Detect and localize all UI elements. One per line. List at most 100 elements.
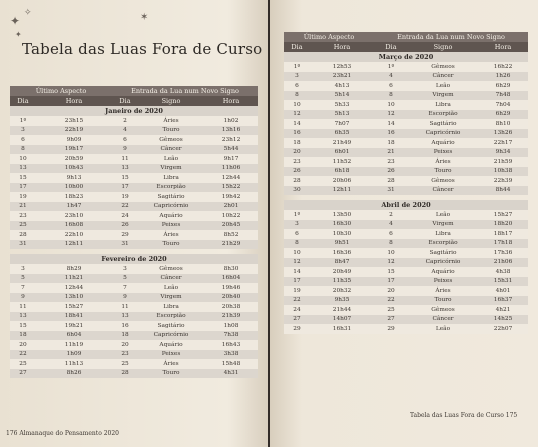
- table-row: 11 15h27 11 Libra 20h38: [10, 302, 259, 312]
- last-aspect-day: 18: [10, 330, 36, 340]
- header-day: Dia: [284, 42, 310, 52]
- last-aspect-hour: 19h21: [36, 321, 113, 331]
- entry-day: 15: [112, 173, 139, 183]
- entry-day: 7: [112, 283, 139, 293]
- last-aspect-day: 27: [284, 314, 310, 324]
- last-aspect-hour: 21h49: [310, 138, 375, 148]
- entry-sign: Áries: [138, 230, 205, 240]
- entry-hour: 22h07: [478, 324, 529, 334]
- entry-sign: Virgem: [138, 292, 205, 302]
- entry-sign: Câncer: [408, 314, 479, 324]
- entry-sign: Gêmeos: [138, 264, 205, 274]
- table-row: 6 9h09 6 Gêmeos 23h12: [10, 135, 259, 145]
- entry-hour: 21h29: [204, 239, 259, 249]
- month-row: Abril de 2020: [284, 200, 529, 210]
- table-body: Março de 2020 1º 12h53 1º Gêmeos 16h22 3 23h21 4…: [284, 52, 529, 334]
- table-row: 8 9h51 8 Escorpião 17h18: [284, 238, 529, 248]
- table-row: 6 10h30 6 Libra 18h17: [284, 229, 529, 239]
- entry-hour: 8h44: [478, 185, 529, 195]
- last-aspect-day: 24: [284, 305, 310, 315]
- last-aspect-hour: 12h53: [310, 62, 375, 72]
- table-row: 1º 13h50 2 Leão 15h27: [284, 210, 529, 220]
- table-row: 23 23h10 24 Aquário 10h22: [10, 211, 259, 221]
- entry-day: 14: [374, 119, 409, 129]
- last-aspect-day: 27: [10, 368, 36, 378]
- entry-day: 13: [112, 311, 139, 321]
- last-aspect-hour: 4h13: [310, 81, 375, 91]
- entry-day: 19: [112, 192, 139, 202]
- star-icon: ✧: [24, 8, 32, 18]
- last-aspect-hour: 16h31: [310, 324, 375, 334]
- entry-day: 23: [374, 157, 409, 167]
- table-row: 14 7h07 14 Sagitário 8h10: [284, 119, 529, 129]
- last-aspect-hour: 6h18: [310, 166, 375, 176]
- table-row: 25 11h13 25 Áries 15h48: [10, 359, 259, 369]
- month-label: Abril de 2020: [284, 200, 529, 210]
- entry-sign: Áries: [138, 359, 205, 369]
- last-aspect-hour: 5h14: [310, 90, 375, 100]
- last-aspect-hour: 20h32: [310, 286, 375, 296]
- header-sign: Signo: [138, 96, 205, 106]
- last-aspect-day: 14: [284, 119, 310, 129]
- last-aspect-hour: 5h33: [310, 100, 375, 110]
- table-row: 21 1h47 22 Capricórnio 2h01: [10, 201, 259, 211]
- table-row: 7 12h44 7 Leão 19h46: [10, 283, 259, 293]
- entry-hour: 3h38: [204, 349, 259, 359]
- header-column-row: Dia Hora Dia Signo Hora: [10, 96, 259, 106]
- last-aspect-day: 1º: [284, 62, 310, 72]
- last-aspect-day: 17: [284, 276, 310, 286]
- entry-day: 16: [374, 128, 409, 138]
- month-label: Janeiro de 2020: [10, 106, 259, 116]
- page-footer: Tabela das Luas Fora de Curso 175: [410, 412, 518, 419]
- entry-day: 25: [374, 305, 409, 315]
- entry-day: 23: [112, 349, 139, 359]
- table-row: 28 22h10 29 Áries 8h52: [10, 230, 259, 240]
- entry-sign: Capricórnio: [138, 201, 205, 211]
- last-aspect-hour: 13h50: [310, 210, 375, 220]
- entry-day: 27: [374, 314, 409, 324]
- entry-sign: Touro: [138, 125, 205, 135]
- entry-day: 26: [112, 220, 139, 230]
- entry-hour: 20h38: [204, 302, 259, 312]
- entry-day: 4: [374, 71, 409, 81]
- entry-day: 25: [112, 359, 139, 369]
- entry-day: 11: [112, 154, 139, 164]
- table-row: 26 6h18 26 Touro 10h38: [284, 166, 529, 176]
- table-row: 13 18h41 13 Escorpião 21h39: [10, 311, 259, 321]
- table-row: 3 22h19 4 Touro 13h16: [10, 125, 259, 135]
- table-row: 19 18h23 19 Sagitário 19h42: [10, 192, 259, 202]
- table-row: 16 6h35 16 Capricórnio 13h26: [284, 128, 529, 138]
- table-row: 25 16h08 26 Peixes 20h45: [10, 220, 259, 230]
- table-row: 1º 23h15 2 Áries 1h02: [10, 116, 259, 126]
- entry-sign: Gêmeos: [138, 135, 205, 145]
- entry-hour: 9h17: [204, 154, 259, 164]
- header-group-row: Último Aspecto Entrada da Lua num Novo Si…: [10, 86, 259, 96]
- last-aspect-hour: 22h19: [36, 125, 113, 135]
- header-day: Dia: [10, 96, 36, 106]
- entry-sign: Aquário: [138, 340, 205, 350]
- page-title: Tabela das Luas Fora de Curso: [22, 40, 263, 58]
- last-aspect-day: 18: [284, 138, 310, 148]
- last-aspect-hour: 12h44: [36, 283, 113, 293]
- entry-day: 16: [112, 321, 139, 331]
- entry-day: 18: [112, 330, 139, 340]
- entry-sign: Peixes: [138, 220, 205, 230]
- entry-hour: 10h22: [204, 211, 259, 221]
- entry-hour: 5h44: [204, 144, 259, 154]
- entry-day: 4: [112, 125, 139, 135]
- left-page: ✦ ✧ ✶ ✦ Tabela das Luas Fora de Curso Úl…: [0, 0, 268, 447]
- entry-sign: Libra: [138, 302, 205, 312]
- entry-sign: Sagitário: [408, 119, 479, 129]
- entry-hour: 18h17: [478, 229, 529, 239]
- entry-sign: Leão: [408, 81, 479, 91]
- header-hour: Hora: [310, 42, 375, 52]
- entry-hour: 7h38: [204, 330, 259, 340]
- entry-sign: Escorpião: [408, 109, 479, 119]
- entry-hour: 7h04: [478, 100, 529, 110]
- entry-sign: Escorpião: [408, 238, 479, 248]
- last-aspect-hour: 8h29: [36, 264, 113, 274]
- entry-sign: Áries: [408, 286, 479, 296]
- entry-hour: 16h04: [204, 273, 259, 283]
- entry-sign: Touro: [408, 295, 479, 305]
